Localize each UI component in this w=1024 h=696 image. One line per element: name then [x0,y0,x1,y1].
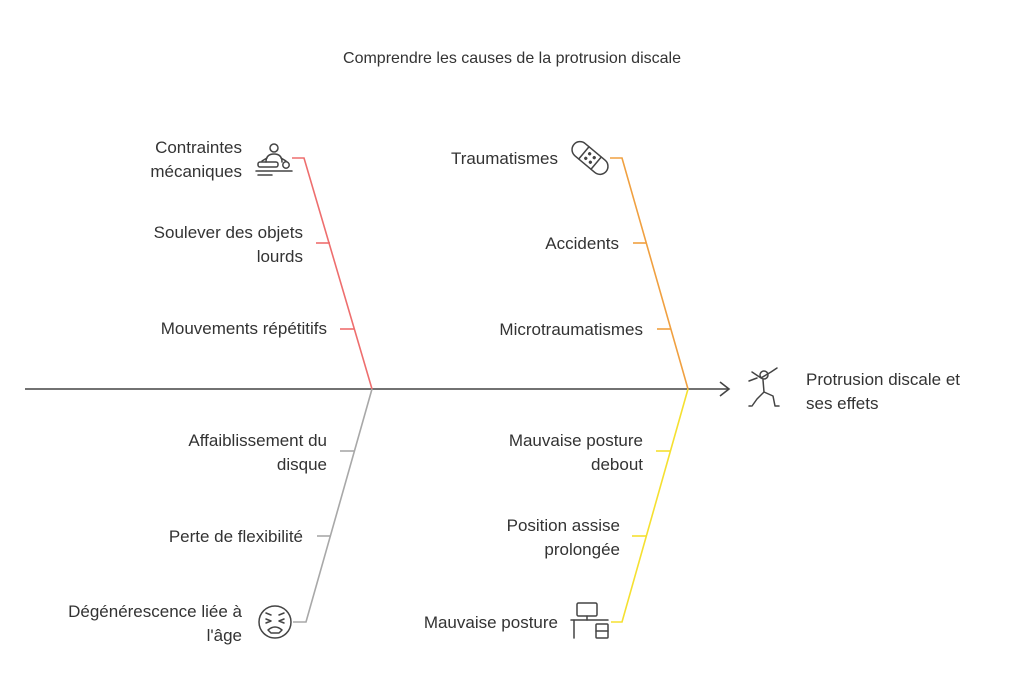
diagram-title: Comprendre les causes de la protrusion d… [343,50,681,67]
red-head-label: Contraintes mécaniques [150,138,242,181]
bandage-icon [571,140,609,176]
branch-yellow-line [611,388,689,623]
massage-person-icon [255,143,293,176]
orange-head-label: Traumatismes [450,149,558,168]
grey-item-1-label: Affaiblissement du disque [188,431,327,474]
grey-head-label: Dégénérescence liée à l'âge [68,602,242,645]
yellow-item-1-label: Mauvaise posture debout [508,431,643,474]
orange-item-1-label: Accidents [545,234,619,253]
fighter-figure-icon [748,367,780,407]
spine-arrow-head [719,381,731,397]
grey-item-2-label: Perte de flexibilité [168,527,303,546]
yellow-item-2-label: Position assise prolongée [506,516,620,559]
branch-orange-line [610,157,689,390]
effect-label: Protrusion discale et ses effets [806,370,961,413]
tired-face-icon [258,605,292,639]
desk-icon [570,602,609,639]
yellow-head-label: Mauvaise posture [423,613,558,632]
branch-red-line [292,157,373,390]
red-item-2-label: Mouvements répétitifs [160,319,327,338]
orange-item-2-label: Microtraumatismes [499,320,643,339]
red-item-1-label: Soulever des objets lourds [153,223,303,266]
branch-grey-line [293,388,373,623]
